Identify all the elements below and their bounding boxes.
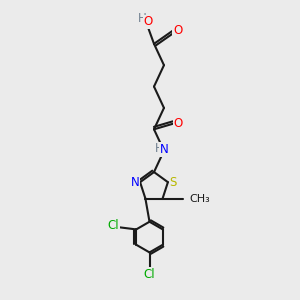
Text: H: H (154, 142, 163, 155)
Text: N: N (130, 176, 139, 189)
Text: H: H (138, 12, 147, 25)
Text: Cl: Cl (107, 219, 119, 232)
Text: S: S (169, 176, 177, 189)
Text: O: O (173, 24, 182, 37)
Text: O: O (174, 117, 183, 130)
Text: Cl: Cl (143, 268, 155, 281)
Text: O: O (143, 15, 152, 28)
Text: CH₃: CH₃ (189, 194, 210, 203)
Text: N: N (160, 143, 169, 156)
